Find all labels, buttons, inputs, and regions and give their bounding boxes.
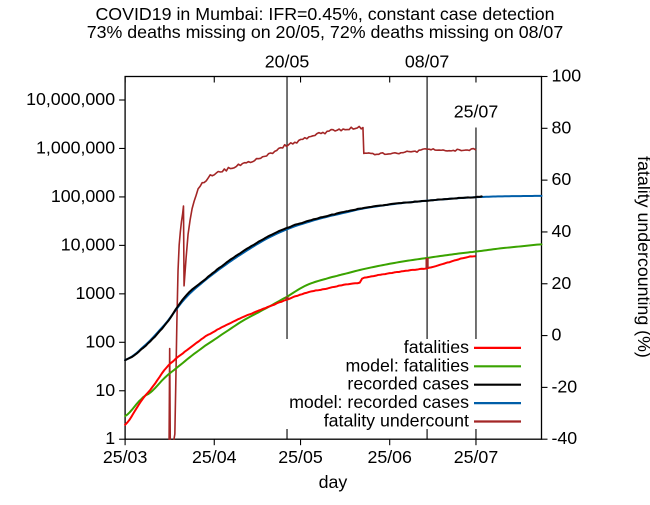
svg-text:1000: 1000: [76, 283, 116, 303]
svg-text:73% deaths missing on 20/05, 7: 73% deaths missing on 20/05, 72% deaths …: [87, 22, 563, 42]
svg-text:25/04: 25/04: [192, 447, 237, 467]
svg-text:100,000: 100,000: [51, 186, 115, 206]
svg-text:1: 1: [105, 428, 115, 448]
svg-text:25/07: 25/07: [454, 102, 499, 122]
svg-text:60: 60: [552, 169, 572, 189]
svg-text:-20: -20: [552, 376, 578, 396]
svg-text:model: fatalities: model: fatalities: [345, 355, 469, 375]
svg-text:20: 20: [552, 273, 572, 293]
svg-text:fatalities: fatalities: [404, 337, 469, 357]
svg-text:25/05: 25/05: [278, 447, 323, 467]
svg-text:08/07: 08/07: [405, 52, 450, 72]
svg-text:0: 0: [552, 325, 562, 345]
svg-text:day: day: [319, 472, 348, 492]
svg-text:COVID19 in Mumbai: IFR=0.45%,: COVID19 in Mumbai: IFR=0.45%, constant c…: [95, 4, 554, 24]
svg-text:20/05: 20/05: [265, 52, 310, 72]
svg-text:fatality undercounting (%): fatality undercounting (%): [634, 156, 650, 358]
svg-text:40: 40: [552, 221, 572, 241]
svg-text:10: 10: [95, 380, 115, 400]
svg-text:25/03: 25/03: [103, 447, 148, 467]
svg-text:fatality undercount: fatality undercount: [324, 411, 469, 431]
svg-text:100: 100: [85, 331, 115, 351]
svg-text:-40: -40: [552, 428, 578, 448]
svg-text:recorded cases: recorded cases: [347, 374, 469, 394]
svg-text:10,000,000: 10,000,000: [26, 89, 115, 109]
svg-text:25/06: 25/06: [367, 447, 412, 467]
svg-text:model: recorded cases: model: recorded cases: [289, 392, 469, 412]
svg-text:1,000,000: 1,000,000: [36, 137, 115, 157]
svg-text:10,000: 10,000: [61, 234, 115, 254]
svg-text:25/07: 25/07: [454, 447, 499, 467]
svg-text:100: 100: [552, 66, 582, 86]
svg-text:80: 80: [552, 117, 572, 137]
